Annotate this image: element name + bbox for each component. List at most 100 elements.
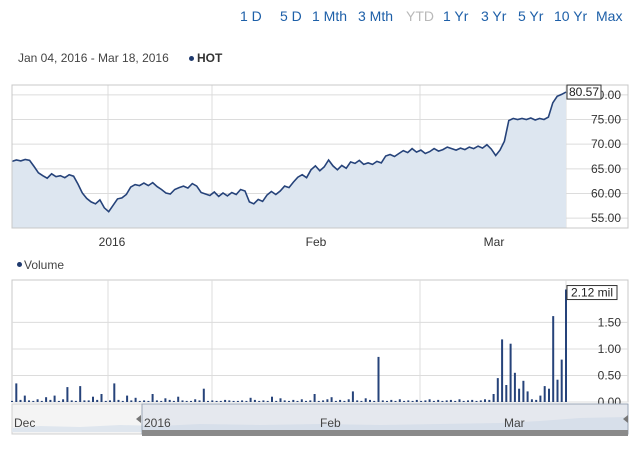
volume-legend-dot (17, 262, 22, 267)
range-3mth[interactable]: 3 Mth (358, 8, 394, 24)
volume-bar (496, 378, 499, 402)
volume-bar (172, 400, 175, 402)
volume-bar (292, 399, 295, 402)
volume-bar (471, 399, 474, 402)
volume-bar (377, 356, 380, 402)
price-last-box (566, 84, 602, 100)
navigator-right-handle-icon[interactable] (623, 415, 628, 423)
navigator-window[interactable] (141, 403, 629, 435)
volume-bar (79, 386, 82, 402)
volume-bar (147, 400, 150, 402)
range-ytd[interactable]: YTD (406, 8, 434, 24)
volume-bar (556, 379, 559, 402)
navigator-left-handle-icon[interactable] (136, 415, 141, 423)
volume-bar (40, 400, 43, 402)
volume-bar (479, 400, 482, 402)
volume-bar (275, 400, 278, 402)
volume-bar (151, 394, 154, 402)
volume-bar (403, 400, 406, 402)
price-xtick-label: 2016 (99, 235, 126, 249)
volume-ytick-label: 1.50 (598, 315, 622, 329)
volume-bar (160, 400, 163, 402)
price-area (12, 92, 566, 228)
volume-bar (245, 400, 248, 402)
volume-bar (565, 289, 567, 402)
volume-bar (19, 399, 22, 402)
volume-bar (185, 400, 188, 402)
volume-bar (207, 400, 209, 402)
volume-bar (130, 400, 133, 402)
volume-bar (117, 399, 120, 402)
volume-bar (530, 399, 533, 402)
volume-bar (262, 400, 265, 402)
volume-bar (467, 400, 469, 402)
volume-bar (241, 400, 244, 402)
price-x-axis: 2016 Feb Mar (99, 235, 505, 249)
volume-bar (535, 399, 538, 402)
volume-bar (66, 387, 69, 402)
volume-bar (539, 395, 542, 402)
volume-bar (305, 400, 307, 402)
range-1yr[interactable]: 1 Yr (443, 8, 469, 24)
volume-bar (411, 400, 414, 402)
range-5d[interactable]: 5 D (280, 8, 302, 24)
price-xtick-label: Feb (306, 235, 327, 249)
volume-bar (351, 391, 354, 402)
volume-bar (49, 399, 52, 402)
volume-bar (92, 396, 94, 402)
volume-bar (462, 400, 465, 402)
range-10yr[interactable]: 10 Yr (554, 8, 588, 24)
volume-bar (253, 399, 256, 402)
range-1mth[interactable]: 1 Mth (312, 8, 348, 24)
volume-bar (373, 400, 376, 402)
price-last-label: 80.57 (569, 85, 599, 99)
volume-bar (113, 383, 116, 402)
ticker-symbol: HOT (197, 51, 223, 65)
volume-bar (432, 400, 435, 402)
volume-bar (215, 400, 218, 402)
volume-bar (143, 400, 146, 402)
volume-bar (394, 400, 397, 402)
volume-bar (309, 400, 312, 402)
volume-bar (109, 400, 111, 402)
navigator-mini-area (12, 417, 628, 432)
volume-bar (271, 396, 273, 402)
range-max[interactable]: Max (596, 8, 623, 24)
price-frame (11, 84, 629, 229)
volume-bar (198, 400, 201, 402)
volume-bar (283, 400, 286, 402)
volume-bar (134, 397, 137, 402)
volume-bar (458, 399, 461, 402)
volume-bar (181, 400, 184, 402)
volume-bar (211, 400, 214, 402)
volume-bar (424, 400, 427, 402)
volume-bar (168, 399, 171, 402)
volume-bar (45, 397, 48, 402)
volume-bar (194, 399, 197, 402)
volume-bar (552, 316, 555, 402)
range-5yr[interactable]: 5 Yr (518, 8, 544, 24)
volume-last-label: 2.12 mil (571, 286, 613, 300)
volume-bar (420, 400, 423, 402)
volume-last-value: 2.12 mil (566, 285, 618, 301)
range-1d[interactable]: 1 D (240, 8, 262, 24)
volume-bar (548, 388, 550, 402)
range-3yr[interactable]: 3 Yr (481, 8, 507, 24)
volume-bar (322, 400, 325, 402)
navigator-scrollbar[interactable] (142, 430, 628, 436)
volume-bar (300, 399, 303, 402)
volume-panel-frame (11, 279, 629, 403)
volume-bar (28, 400, 30, 402)
volume-bar (296, 400, 299, 402)
navigator[interactable]: Dec 2016 Feb Mar (11, 403, 629, 436)
volume-bar (518, 388, 521, 402)
volume-bar (513, 372, 516, 402)
volume-bar (15, 383, 18, 402)
volume-bar (445, 400, 448, 402)
volume-bar (224, 399, 227, 402)
navigator-label: 2016 (144, 416, 171, 430)
volume-bar (437, 399, 440, 402)
volume-bar (364, 398, 367, 402)
volume-title: Volume (24, 258, 65, 272)
volume-bar (32, 400, 35, 402)
